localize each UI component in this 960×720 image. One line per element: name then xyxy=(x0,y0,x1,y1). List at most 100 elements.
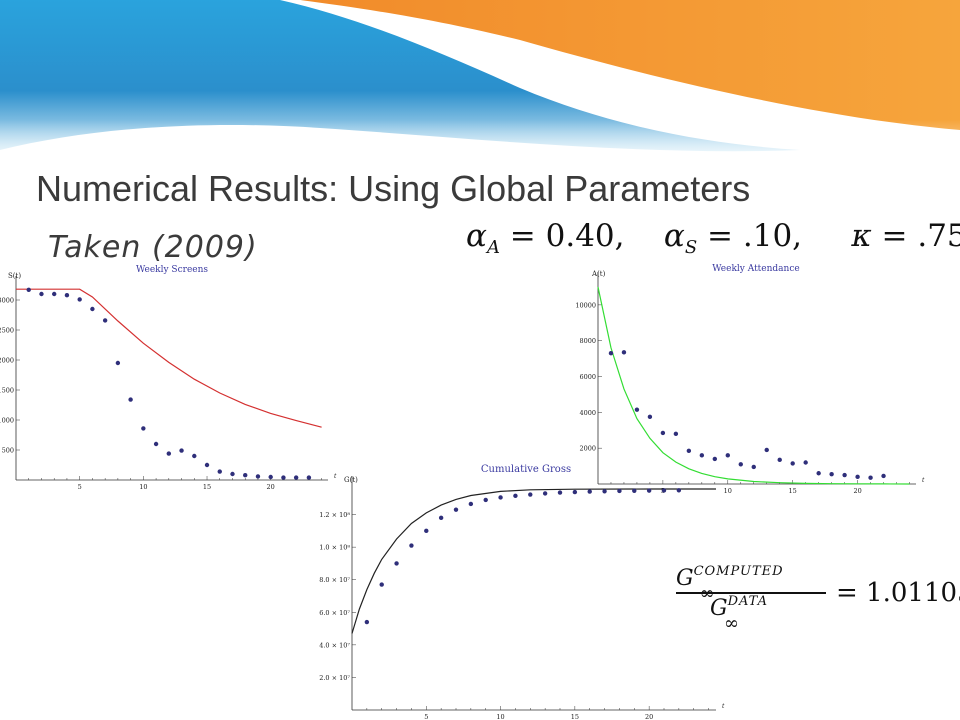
y-axis-label: S(t) xyxy=(8,272,21,280)
data-point xyxy=(751,464,756,470)
data-point xyxy=(230,471,235,477)
parameter-equation: αA = 0.40, αS = .10, κ = .75 xyxy=(466,218,960,258)
data-point xyxy=(192,453,197,459)
data-point xyxy=(77,297,82,302)
data-point xyxy=(115,360,121,366)
kappa-value: = .75 xyxy=(871,218,960,254)
data-point xyxy=(306,475,312,480)
x-axis-label: t xyxy=(334,473,337,480)
data-point xyxy=(268,474,273,480)
chart-title: Weekly Attendance xyxy=(712,264,799,274)
y-tick-label: 6000 xyxy=(579,373,596,381)
data-point xyxy=(364,619,370,625)
x-axis-label: t xyxy=(722,703,725,710)
data-point xyxy=(632,488,637,493)
data-point xyxy=(816,471,821,476)
data-point xyxy=(673,431,679,437)
data-point xyxy=(686,448,692,454)
data-point xyxy=(243,473,248,478)
y-tick-label: 3000 xyxy=(0,297,14,305)
data-point xyxy=(394,561,399,566)
data-point xyxy=(587,489,592,494)
data-point xyxy=(602,489,607,494)
data-point xyxy=(790,461,795,466)
data-point xyxy=(128,397,133,402)
data-point xyxy=(855,474,860,480)
numerator-symbol: G xyxy=(676,566,694,591)
data-point xyxy=(646,488,652,493)
data-point xyxy=(842,472,847,478)
data-point xyxy=(803,460,808,465)
y-tick-label: 8.0 × 10⁷ xyxy=(319,576,350,584)
data-point xyxy=(513,493,518,499)
cumulative-gross-chart: 5 10 15 20 2.0 × 10⁷ 4.0 × 10⁷ 6.0 × 10⁷ 8.0 × … xyxy=(319,464,725,720)
slide-subtitle: Taken (2009) xyxy=(48,230,258,265)
chart-title: Weekly Screens xyxy=(136,265,208,275)
data-point xyxy=(617,488,622,494)
alpha-s-subscript: S xyxy=(684,237,698,259)
weekly-attendance-chart: 5101520200040006000800010000A(t)tWeekly … xyxy=(575,264,925,495)
x-tick-label: 15 xyxy=(571,713,579,720)
data-point xyxy=(26,287,31,292)
data-point xyxy=(557,490,563,495)
data-point xyxy=(676,488,682,493)
x-axis-label: t xyxy=(922,477,925,484)
model-curve xyxy=(351,488,716,634)
x-tick-label: 20 xyxy=(853,487,861,495)
y-tick-label: 2000 xyxy=(579,445,596,453)
data-point xyxy=(409,543,414,548)
data-point xyxy=(725,453,730,458)
x-tick-label: 15 xyxy=(203,483,211,491)
y-tick-label: 2.0 × 10⁷ xyxy=(319,674,350,682)
x-tick-label: 10 xyxy=(496,713,504,720)
ratio-numerator: GCOMPUTED∞ xyxy=(676,564,826,604)
slide-title: Numerical Results: Using Global Paramete… xyxy=(36,168,751,209)
data-point xyxy=(64,293,70,298)
alpha-a-subscript: A xyxy=(486,237,500,259)
data-point xyxy=(166,451,172,456)
data-point xyxy=(777,457,782,463)
y-axis-label: A(t) xyxy=(591,270,606,278)
denominator-superscript: DATA xyxy=(727,594,769,609)
x-tick-label: 20 xyxy=(267,483,275,491)
data-point xyxy=(661,488,667,493)
data-point xyxy=(468,501,474,507)
data-point xyxy=(699,453,705,458)
numerator-superscript: COMPUTED xyxy=(693,564,784,579)
data-point xyxy=(52,291,57,297)
alpha-s-value: = .10, xyxy=(697,218,803,254)
data-point xyxy=(868,475,873,480)
kappa-symbol: κ xyxy=(851,218,872,254)
alpha-a-value: = 0.40, xyxy=(499,218,625,254)
data-point xyxy=(102,318,108,323)
data-point xyxy=(217,469,222,474)
data-point xyxy=(621,350,627,355)
y-axis-label: G(t) xyxy=(344,476,358,484)
alpha-a-symbol: α xyxy=(466,218,487,254)
data-point xyxy=(39,291,44,297)
y-tick-label: 1000 xyxy=(0,417,14,425)
x-tick-label: 5 xyxy=(424,713,428,720)
x-tick-label: 15 xyxy=(789,487,797,495)
data-point xyxy=(528,492,533,497)
y-tick-label: 8000 xyxy=(579,337,596,345)
y-tick-label: 6.0 × 10⁷ xyxy=(319,609,350,617)
model-curve xyxy=(16,288,322,428)
x-tick-label: 20 xyxy=(645,713,653,720)
data-point xyxy=(204,462,210,468)
y-tick-label: 2500 xyxy=(0,327,14,335)
data-point xyxy=(90,306,95,312)
ratio-value: = 1.01105 xyxy=(836,578,960,608)
data-point xyxy=(712,456,718,462)
denominator-infinity: ∞ xyxy=(724,613,740,634)
denominator-symbol: G xyxy=(710,596,728,621)
y-tick-label: 1.2 × 10⁸ xyxy=(319,511,350,519)
ratio-denominator: GDATA ∞ xyxy=(710,594,783,634)
model-curve xyxy=(597,286,910,485)
data-point xyxy=(483,497,488,503)
y-tick-label: 500 xyxy=(2,447,14,455)
chart-title: Cumulative Gross xyxy=(481,464,571,475)
data-point xyxy=(738,462,743,467)
data-point xyxy=(179,448,184,453)
data-point xyxy=(542,491,548,496)
